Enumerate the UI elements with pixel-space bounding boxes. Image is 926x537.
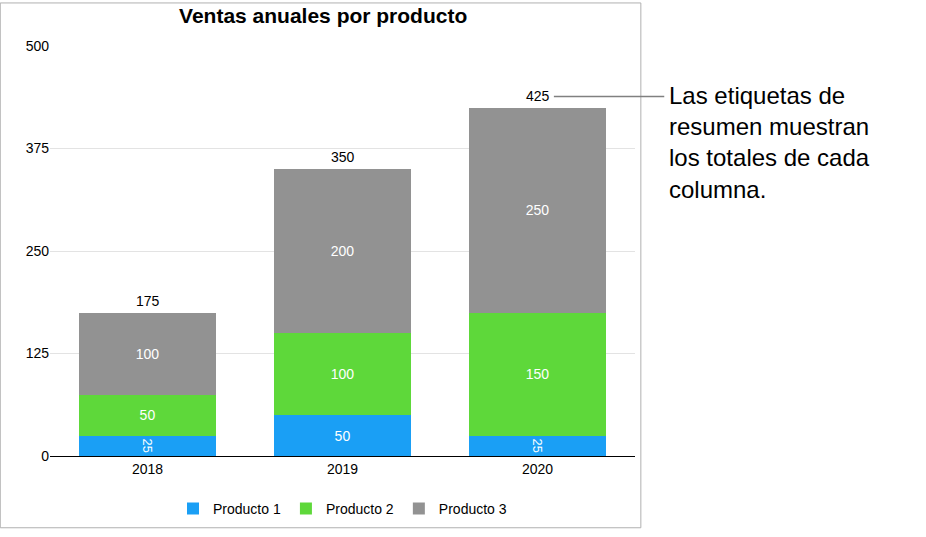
svg-text:425: 425 [526, 88, 550, 104]
svg-text:100: 100 [136, 346, 160, 362]
svg-text:125: 125 [26, 345, 50, 361]
svg-text:2018: 2018 [132, 461, 163, 477]
svg-text:375: 375 [26, 140, 50, 156]
svg-text:2020: 2020 [522, 461, 553, 477]
svg-text:Producto 2: Producto 2 [326, 501, 394, 517]
svg-text:Ventas anuales por producto: Ventas anuales por producto [179, 4, 467, 27]
svg-text:175: 175 [136, 293, 160, 309]
svg-text:200: 200 [331, 243, 355, 259]
svg-text:50: 50 [140, 407, 156, 423]
svg-text:350: 350 [331, 149, 355, 165]
svg-text:250: 250 [26, 243, 50, 259]
svg-text:100: 100 [331, 366, 355, 382]
svg-text:50: 50 [335, 428, 351, 444]
svg-text:2019: 2019 [327, 461, 358, 477]
svg-text:25: 25 [140, 439, 155, 453]
svg-text:Las etiquetas deresumen muestr: Las etiquetas deresumen muestranlos tota… [669, 82, 870, 203]
svg-text:150: 150 [526, 366, 550, 382]
svg-text:25: 25 [530, 439, 545, 453]
svg-text:250: 250 [526, 202, 550, 218]
svg-text:500: 500 [26, 38, 50, 54]
svg-text:Producto 1: Producto 1 [213, 501, 281, 517]
svg-text:0: 0 [41, 448, 49, 464]
svg-text:Producto 3: Producto 3 [439, 501, 507, 517]
